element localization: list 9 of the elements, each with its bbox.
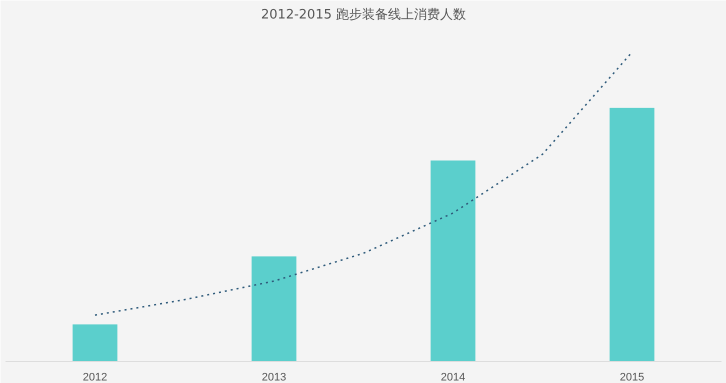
bar (252, 256, 296, 362)
chart-title: 2012-2015 跑步装备线上消费人数 (261, 8, 466, 22)
x-tick-label: 2015 (620, 372, 644, 383)
x-tick-label: 2013 (262, 372, 286, 383)
x-tick-label: 2014 (440, 372, 466, 383)
bar (610, 108, 654, 362)
bar (430, 160, 476, 362)
x-tick-label: 2012 (82, 372, 108, 383)
bar (72, 324, 118, 362)
